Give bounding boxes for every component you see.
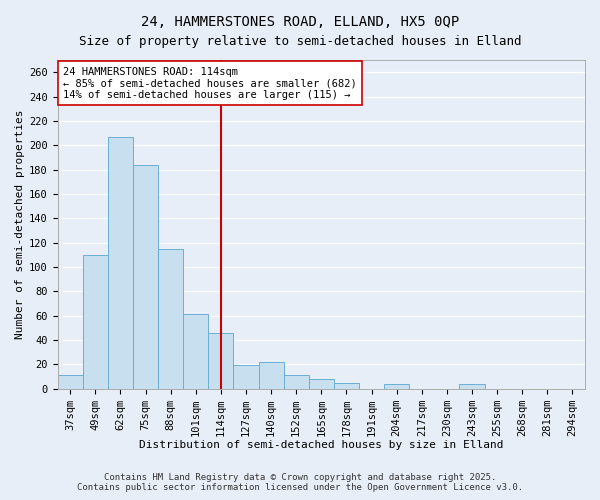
Bar <box>259 362 284 388</box>
Bar <box>158 248 183 388</box>
Bar <box>58 375 83 388</box>
Bar <box>233 366 259 388</box>
Bar <box>384 384 409 388</box>
Bar <box>208 332 233 388</box>
Bar <box>108 136 133 388</box>
Bar <box>460 384 485 388</box>
Text: Contains HM Land Registry data © Crown copyright and database right 2025.
Contai: Contains HM Land Registry data © Crown c… <box>77 473 523 492</box>
Bar <box>284 375 309 388</box>
Bar <box>309 379 334 388</box>
Y-axis label: Number of semi-detached properties: Number of semi-detached properties <box>15 110 25 339</box>
Bar <box>183 314 208 388</box>
Bar <box>83 254 108 388</box>
Bar <box>133 164 158 388</box>
Text: 24 HAMMERSTONES ROAD: 114sqm
← 85% of semi-detached houses are smaller (682)
14%: 24 HAMMERSTONES ROAD: 114sqm ← 85% of se… <box>63 66 356 100</box>
Text: 24, HAMMERSTONES ROAD, ELLAND, HX5 0QP: 24, HAMMERSTONES ROAD, ELLAND, HX5 0QP <box>141 15 459 29</box>
X-axis label: Distribution of semi-detached houses by size in Elland: Distribution of semi-detached houses by … <box>139 440 503 450</box>
Text: Size of property relative to semi-detached houses in Elland: Size of property relative to semi-detach… <box>79 35 521 48</box>
Bar <box>334 382 359 388</box>
